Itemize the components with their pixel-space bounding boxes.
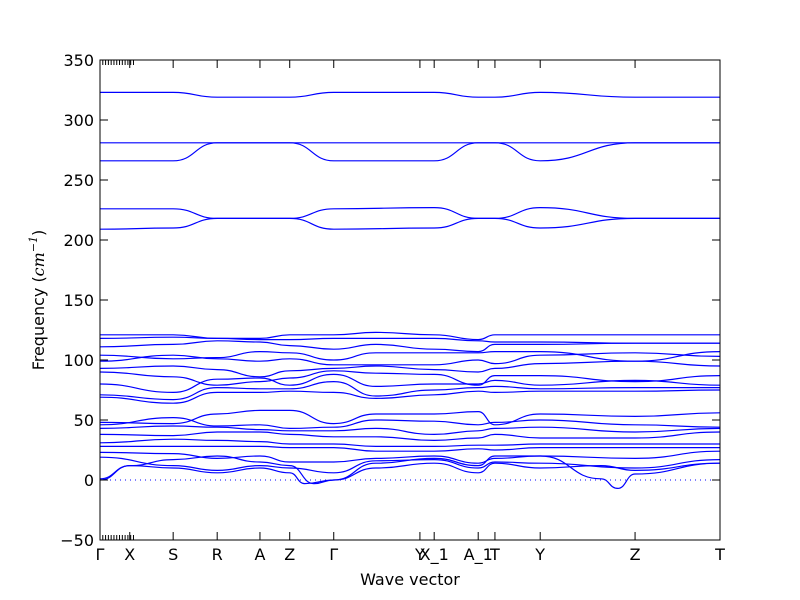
band-line-1 — [100, 91, 720, 98]
band-line-7 — [99, 336, 720, 344]
y-tick-label: 100 — [63, 351, 94, 370]
band-line-15 — [99, 389, 721, 404]
band-line-23 — [99, 456, 721, 474]
x-tick-label: A_1 — [464, 545, 493, 565]
x-tick-label: X_1 — [420, 545, 449, 565]
x-tick-label: R — [212, 545, 223, 564]
band-line-20 — [99, 438, 720, 447]
band-line-4 — [100, 206, 720, 220]
y-axis: −50 0 50 100 150 200 250 300 350 — [60, 51, 720, 550]
band-line-21 — [100, 445, 720, 452]
x-tick-label: X — [124, 545, 135, 564]
y-tick-label: 0 — [84, 471, 94, 490]
y-tick-label: 50 — [74, 411, 94, 430]
x-tick-label: T — [714, 545, 725, 564]
band-line-9 — [99, 350, 721, 362]
y-tick-label: 200 — [63, 231, 94, 250]
x-axis: Γ X S R A Z Γ YX_1 A_1T Y Z T — [96, 60, 725, 565]
x-tick-label: Z — [630, 545, 641, 564]
band-line-3 — [100, 142, 720, 162]
y-axis-label-exponent: −1 — [27, 236, 40, 252]
plot-area — [99, 91, 721, 490]
band-line-11 — [99, 360, 721, 378]
band-line-14 — [99, 380, 720, 401]
y-tick-label: 250 — [63, 171, 94, 190]
y-axis-label: Frequency (cm−1) — [27, 230, 48, 371]
band-line-13 — [99, 373, 721, 394]
y-tick-label: 350 — [63, 51, 94, 70]
band-line-17 — [99, 416, 721, 430]
band-line-8 — [99, 340, 720, 353]
band-line-24 — [99, 455, 721, 490]
y-axis-label-unit: cm — [29, 252, 48, 276]
band-line-5 — [99, 217, 720, 230]
y-axis-label-text: Frequency ( — [29, 276, 48, 370]
x-tick-label: A — [254, 545, 265, 564]
y-tick-label: 300 — [63, 111, 94, 130]
band-line-22 — [99, 450, 721, 464]
band-line-10 — [99, 352, 721, 366]
x-tick-label: Z — [284, 545, 295, 564]
x-tick-label: Y — [414, 545, 425, 564]
x-tick-label: Γ — [329, 545, 338, 564]
y-axis-label-close: ) — [29, 230, 48, 236]
x-axis-label: Wave vector — [360, 570, 460, 589]
y-tick-label: 150 — [63, 291, 94, 310]
x-tick-label: Γ — [96, 545, 105, 564]
x-tick-label: T — [489, 545, 500, 564]
x-tick-label: S — [168, 545, 178, 564]
band-line-19 — [99, 431, 721, 442]
band-line-18 — [99, 425, 721, 436]
x-tick-label: Y — [534, 545, 545, 564]
y-tick-label: −50 — [60, 531, 94, 550]
band-line-12 — [99, 370, 721, 386]
band-line-16 — [99, 409, 721, 426]
band-line-25 — [99, 455, 721, 485]
